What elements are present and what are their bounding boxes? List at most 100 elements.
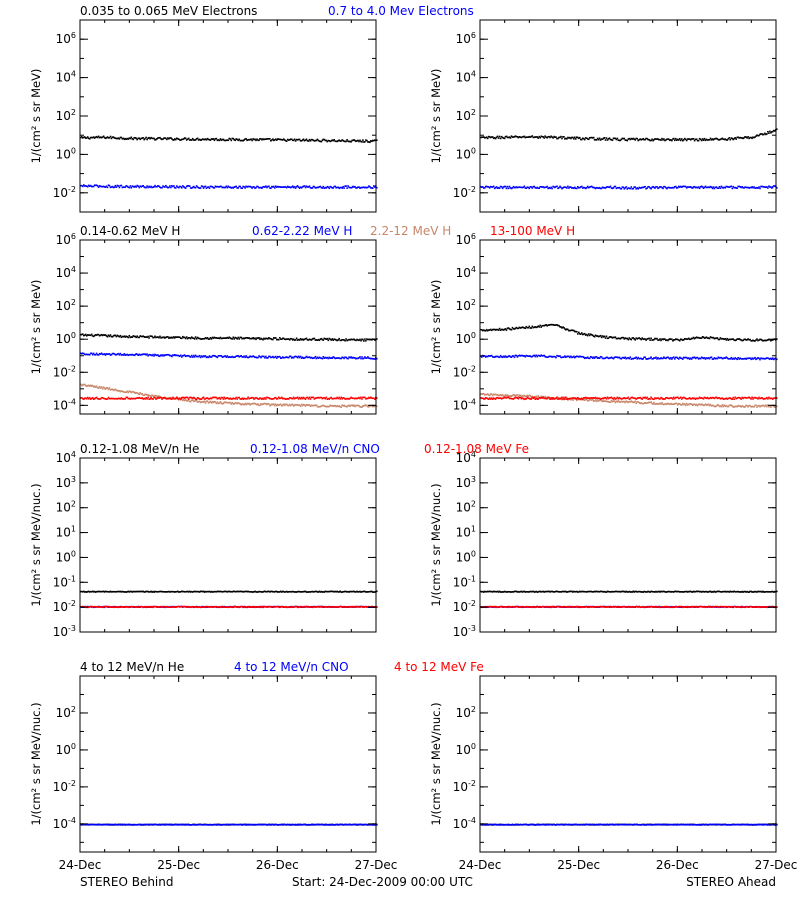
data-point [284, 356, 287, 359]
data-point [359, 590, 361, 593]
data-point [558, 397, 560, 400]
data-point [696, 139, 699, 142]
data-point [338, 337, 340, 340]
data-point [336, 606, 338, 608]
data-point [168, 337, 170, 339]
data-point [232, 397, 235, 399]
data-point [325, 187, 328, 189]
data-point [774, 406, 776, 408]
data-point [574, 136, 576, 139]
data-point [294, 339, 297, 341]
data-point [238, 402, 240, 405]
data-point [191, 397, 194, 400]
data-point [114, 388, 117, 391]
y-tick-label: 101 [56, 525, 76, 540]
data-point [700, 403, 703, 405]
data-point [749, 357, 751, 359]
data-point [711, 337, 714, 339]
data-point [191, 606, 194, 608]
data-point [82, 185, 84, 188]
data-point [219, 355, 222, 357]
data-point [241, 337, 243, 340]
data-point [184, 605, 187, 608]
data-point [537, 398, 539, 400]
data-point [654, 187, 656, 189]
data-point [705, 357, 708, 359]
data-point [640, 397, 642, 400]
data-point [351, 139, 353, 142]
data-point [267, 606, 269, 608]
data-point [117, 390, 120, 392]
data-point [229, 397, 232, 399]
data-point [202, 396, 205, 399]
data-point [639, 357, 641, 360]
data-point [118, 138, 121, 140]
data-point [692, 397, 695, 400]
data-point [482, 329, 484, 332]
data-point [645, 339, 647, 341]
data-point [691, 356, 694, 359]
data-point [704, 397, 707, 399]
data-point [685, 338, 688, 340]
data-point [204, 185, 207, 188]
data-point [361, 605, 363, 608]
data-point [201, 590, 204, 593]
y-tick-label: 102 [456, 108, 476, 123]
data-point [716, 404, 719, 406]
data-point [227, 397, 230, 400]
data-point [368, 591, 370, 593]
data-point [245, 590, 247, 593]
data-point [589, 333, 592, 335]
data-point [159, 396, 161, 399]
data-point [162, 354, 164, 356]
data-point [747, 136, 749, 138]
data-point [557, 324, 559, 327]
data-point [317, 186, 320, 189]
data-point [299, 398, 302, 400]
data-point [545, 186, 547, 188]
data-point [309, 338, 312, 341]
data-point [84, 591, 86, 593]
data-point [305, 185, 308, 187]
data-point [577, 398, 579, 400]
data-point [715, 357, 718, 360]
data-point [766, 357, 768, 359]
data-point [655, 338, 657, 340]
data-point [305, 337, 308, 340]
data-point [484, 356, 487, 358]
data-point [651, 339, 653, 341]
data-point [336, 590, 338, 593]
data-point [567, 136, 569, 139]
data-point [536, 326, 538, 328]
data-point [145, 393, 147, 396]
data-point [486, 393, 489, 395]
data-point [188, 396, 191, 399]
data-point [346, 357, 348, 360]
data-point [263, 355, 265, 358]
data-point [347, 357, 349, 360]
data-point [197, 355, 200, 358]
data-point [350, 404, 352, 407]
data-point [689, 398, 692, 400]
data-point [290, 338, 293, 340]
data-point [255, 396, 257, 399]
data-point [633, 401, 635, 403]
data-point [106, 353, 109, 355]
data-point [733, 398, 735, 400]
data-point [98, 590, 101, 593]
data-point [597, 357, 600, 359]
data-point [143, 186, 145, 188]
data-point [102, 386, 105, 388]
data-point [333, 185, 335, 188]
data-point [218, 355, 221, 357]
data-point [682, 402, 684, 405]
data-point [543, 186, 545, 189]
data-point [508, 591, 511, 593]
data-point [364, 186, 366, 189]
data-point [176, 354, 178, 357]
data-point [170, 137, 172, 139]
chart-heavy-low: 0.12-1.08 MeV/n He 0.12-1.08 MeV/n CNO 0.1… [29, 442, 778, 639]
data-point [615, 400, 618, 403]
data-point [560, 397, 562, 400]
data-point [523, 135, 526, 138]
